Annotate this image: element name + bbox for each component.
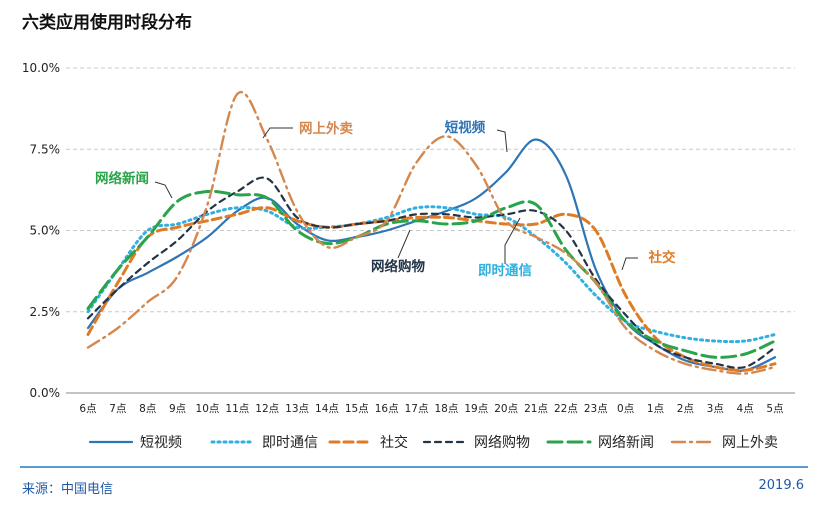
x-tick-label: 10点 [196,403,220,415]
callout-leader [496,129,508,153]
x-tick-label: 8点 [139,403,156,415]
y-tick-label: 7.5% [30,142,61,156]
callout-leader [504,217,521,264]
y-tick-label: 5.0% [30,224,61,238]
x-tick-label: 1点 [647,403,664,415]
x-tick-label: 7点 [109,403,126,415]
callout-label: 即时通信 [478,262,532,279]
x-tick-label: 2点 [677,403,694,415]
x-tick-label: 5点 [766,403,783,415]
x-tick-label: 0点 [617,403,634,415]
y-tick-label: 0.0% [30,386,61,400]
x-tick-label: 18点 [434,403,458,415]
callout-label: 网络新闻 [95,170,149,187]
legend-label: 短视频 [140,435,182,451]
x-tick-label: 20点 [494,403,518,415]
x-tick-label: 6点 [79,403,96,415]
chart-title: 六类应用使用时段分布 [22,13,192,33]
callout-leader [397,229,411,259]
series-line-5 [86,189,777,359]
x-tick-label: 11点 [225,403,249,415]
date-note: 2019.6 [758,478,805,493]
source-note: 来源：中国电信 [22,482,114,497]
series-line-3 [86,206,777,372]
x-tick-label: 9点 [169,403,186,415]
callout-leader [154,181,173,199]
callout-label: 网上外卖 [299,120,353,137]
x-tick-label: 16点 [375,403,399,415]
x-tick-label: 12点 [255,403,279,415]
callout-label: 短视频 [445,119,486,136]
x-tick-label: 23点 [584,403,608,415]
callout-label: 社交 [648,249,677,266]
legend-label: 网络新闻 [598,435,654,451]
x-tick-label: 19点 [464,403,488,415]
series-line-6 [86,90,777,375]
legend-label: 网络购物 [474,435,530,451]
callout-leader [621,257,638,271]
footer-divider [20,466,808,468]
x-tick-label: 13点 [285,403,309,415]
x-tick-label: 22点 [554,403,578,415]
legend-label: 网上外卖 [722,435,778,451]
x-tick-label: 4点 [737,403,754,415]
x-tick-label: 15点 [345,403,369,415]
legend-label: 社交 [380,434,408,451]
x-tick-label: 21点 [524,403,548,415]
y-tick-label: 10.0% [22,61,60,75]
callout-leader [262,127,293,139]
x-tick-label: 14点 [315,403,339,415]
x-tick-label: 17点 [405,403,429,415]
legend-label: 即时通信 [262,435,318,451]
callout-label: 网络购物 [371,258,425,275]
x-tick-label: 3点 [707,403,724,415]
y-tick-label: 2.5% [30,305,61,319]
